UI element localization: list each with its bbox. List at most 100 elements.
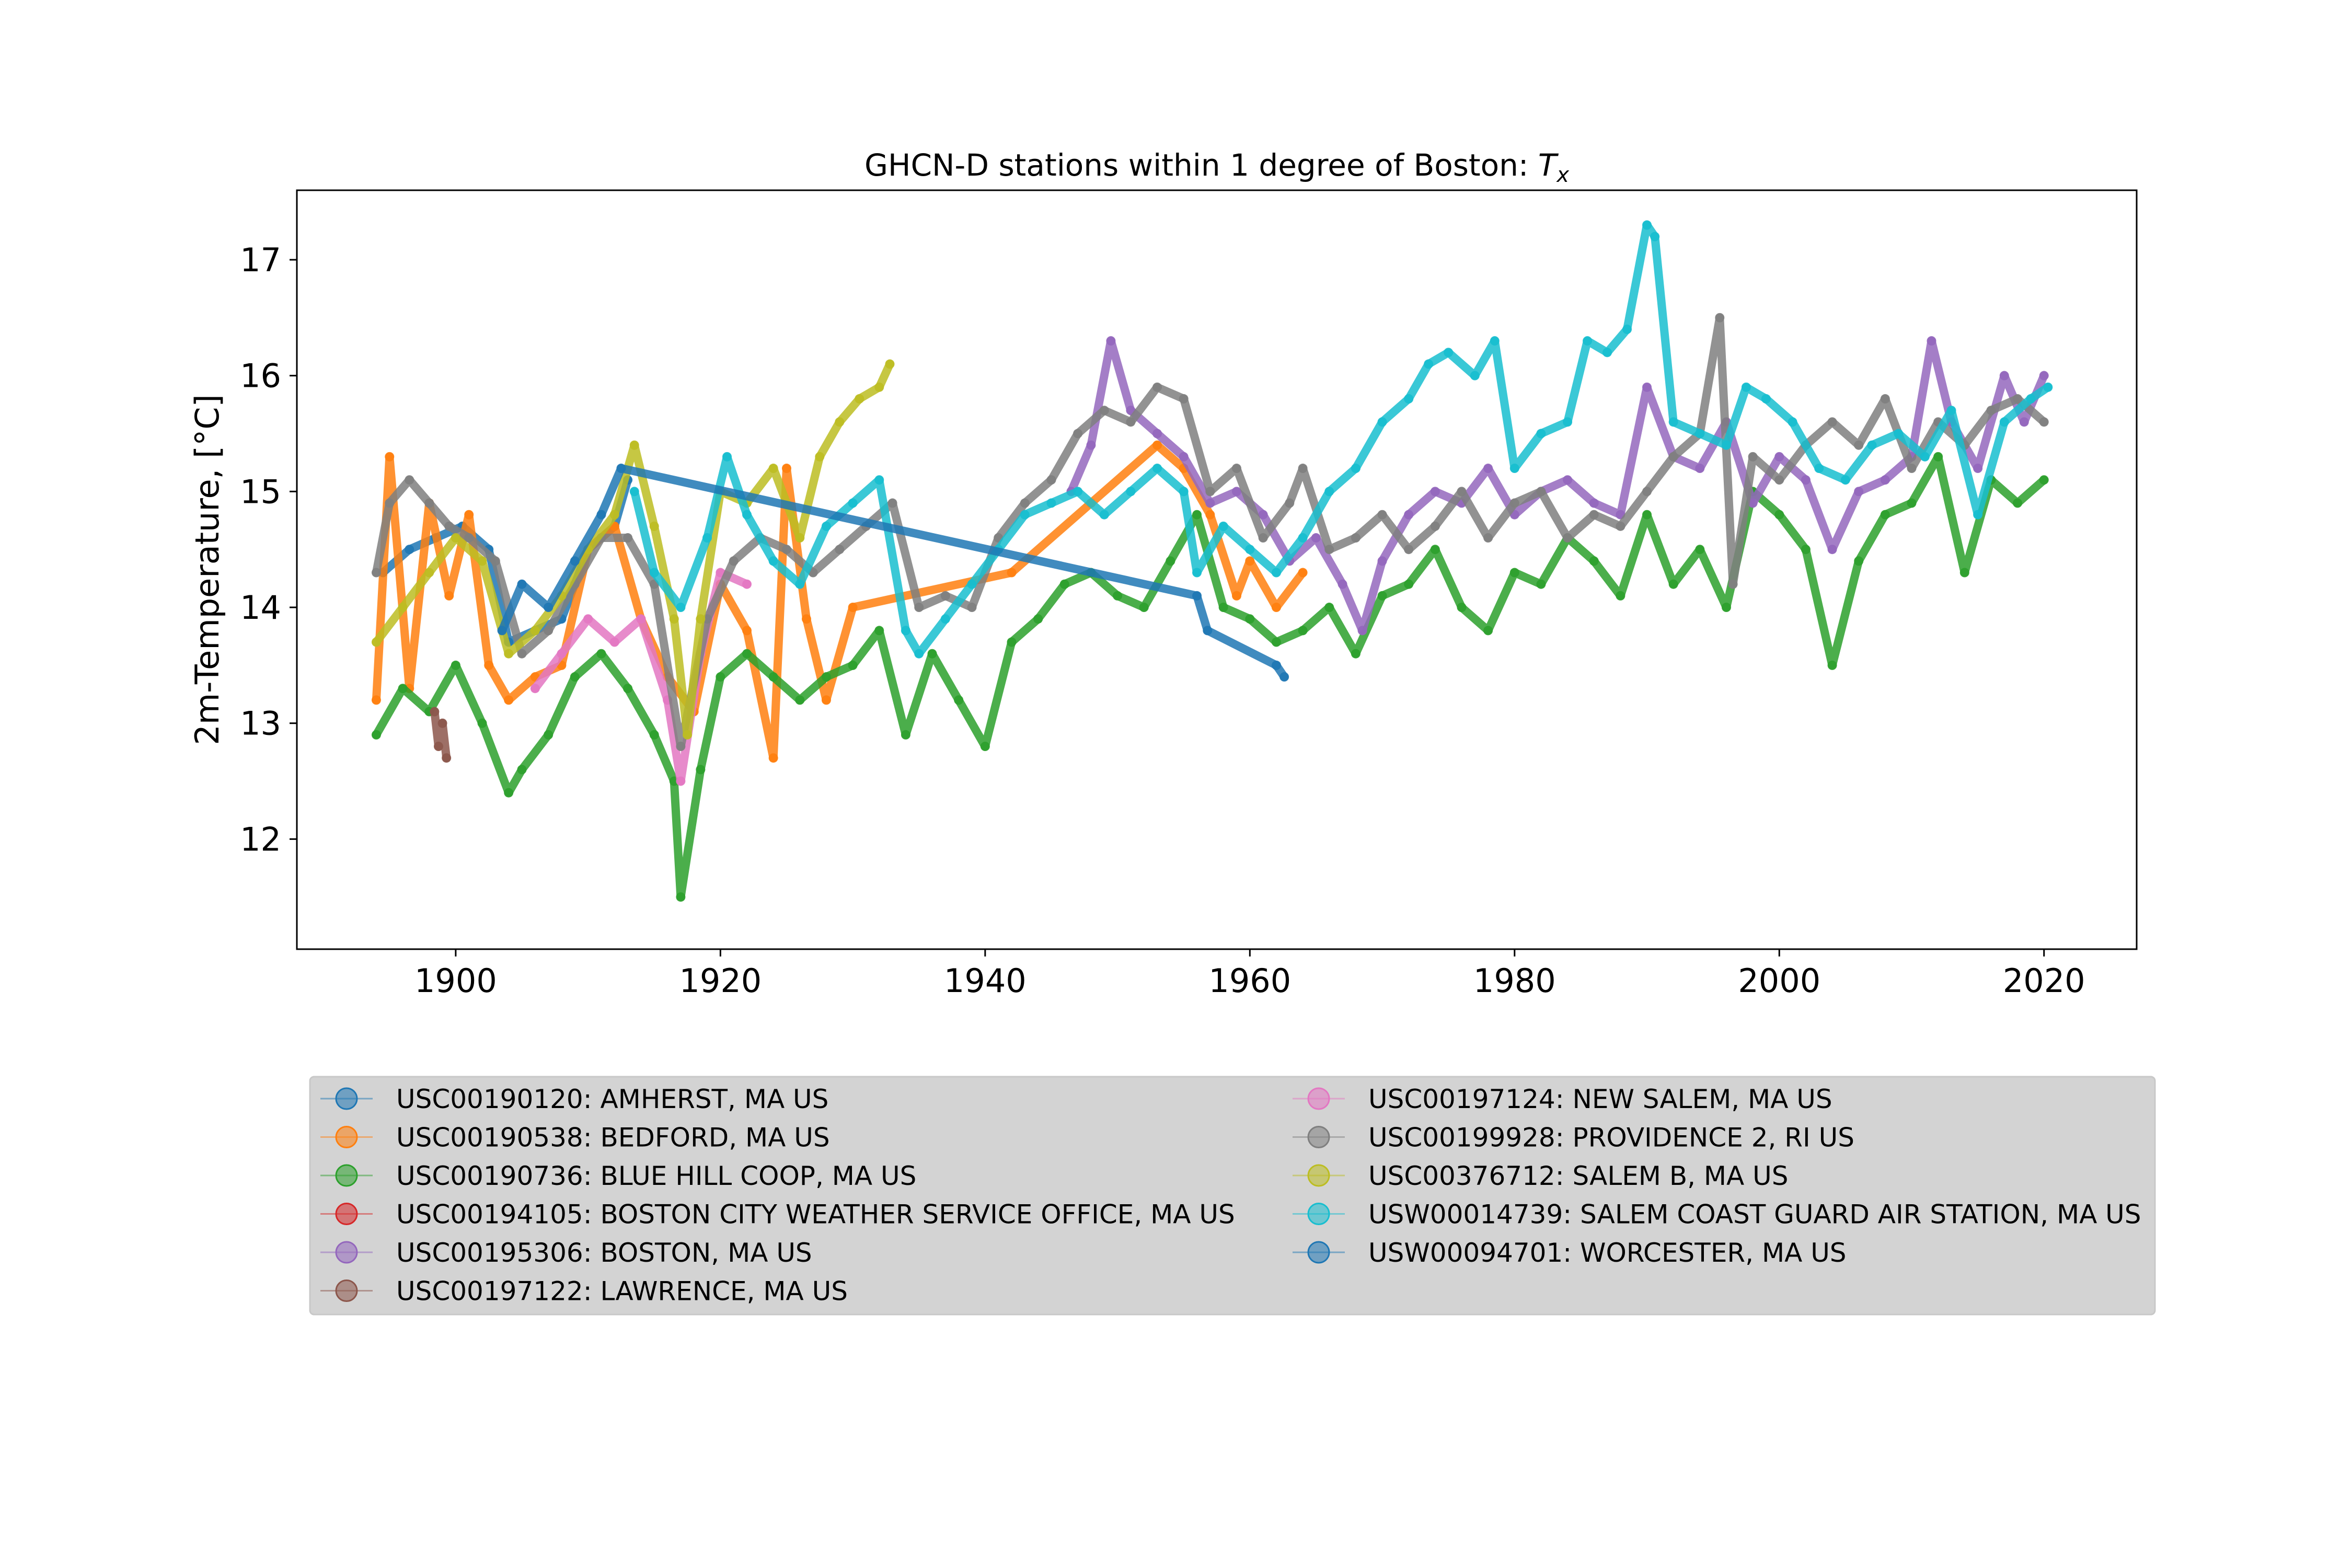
data-point bbox=[583, 614, 593, 624]
data-point bbox=[676, 742, 686, 752]
data-point bbox=[716, 672, 725, 682]
data-point bbox=[914, 603, 924, 613]
data-point bbox=[848, 498, 858, 508]
data-point bbox=[464, 510, 474, 520]
data-point bbox=[596, 510, 606, 520]
y-tick-label: 16 bbox=[240, 357, 281, 395]
data-point bbox=[1086, 440, 1096, 450]
data-point bbox=[768, 672, 778, 682]
data-point bbox=[623, 684, 633, 694]
series-line bbox=[372, 360, 894, 739]
data-point bbox=[874, 382, 884, 392]
data-point bbox=[1020, 510, 1030, 520]
data-point bbox=[1973, 510, 1983, 520]
x-tick-label: 1920 bbox=[679, 962, 762, 1000]
data-point bbox=[1271, 603, 1281, 613]
data-point bbox=[1357, 626, 1367, 636]
data-point bbox=[424, 568, 434, 578]
data-point bbox=[1046, 475, 1056, 485]
legend-label: USW00094701: WORCESTER, MA US bbox=[1368, 1238, 1847, 1268]
chart-title: GHCN-D stations within 1 degree of Bosto… bbox=[864, 147, 1569, 187]
data-point bbox=[781, 464, 791, 474]
data-point bbox=[1324, 545, 1334, 555]
data-point bbox=[1509, 464, 1519, 474]
data-point bbox=[1205, 510, 1215, 520]
data-point bbox=[1927, 336, 1936, 346]
x-tick-label: 1980 bbox=[1473, 962, 1556, 1000]
data-point bbox=[385, 452, 395, 462]
data-point bbox=[1589, 498, 1599, 508]
data-point bbox=[1258, 510, 1268, 520]
legend-marker bbox=[1307, 1164, 1330, 1187]
data-point bbox=[1351, 533, 1361, 543]
legend-label: USC00197122: LAWRENCE, MA US bbox=[396, 1276, 848, 1307]
data-point bbox=[1867, 440, 1877, 450]
data-point bbox=[1583, 336, 1593, 346]
data-point bbox=[1231, 591, 1241, 601]
data-point bbox=[1324, 487, 1334, 497]
data-point bbox=[1616, 591, 1625, 601]
data-point bbox=[2039, 371, 2049, 381]
legend-entry: USC00197124: NEW SALEM, MA US bbox=[1293, 1084, 1832, 1114]
data-point bbox=[1113, 591, 1123, 601]
data-point bbox=[940, 591, 950, 601]
data-point bbox=[1616, 521, 1625, 531]
data-point bbox=[1298, 464, 1308, 474]
data-point bbox=[901, 626, 910, 636]
data-point bbox=[1668, 417, 1678, 427]
data-point bbox=[1152, 429, 1162, 439]
data-point bbox=[1073, 487, 1083, 497]
data-point bbox=[676, 603, 686, 613]
legend-label: USC00190736: BLUE HILL COOP, MA US bbox=[396, 1161, 916, 1191]
legend-marker bbox=[335, 1126, 358, 1148]
data-point bbox=[1033, 614, 1043, 624]
data-point bbox=[801, 614, 811, 624]
data-point bbox=[1430, 487, 1440, 497]
y-axis: 12 13 14 15 16 17 bbox=[240, 241, 297, 858]
data-point bbox=[874, 475, 884, 485]
data-point bbox=[1563, 417, 1573, 427]
data-point bbox=[835, 417, 845, 427]
data-point bbox=[1126, 487, 1136, 497]
data-point bbox=[1814, 464, 1824, 474]
legend: USC00190120: AMHERST, MA US USC00190538: … bbox=[309, 1076, 2156, 1316]
data-point bbox=[570, 672, 580, 682]
legend-label: USC00195306: BOSTON, MA US bbox=[396, 1238, 812, 1268]
data-point bbox=[623, 533, 633, 543]
series-10 bbox=[629, 220, 2053, 659]
legend-marker bbox=[335, 1087, 358, 1110]
x-tick-label: 2020 bbox=[2003, 962, 2085, 1000]
data-point bbox=[1298, 626, 1308, 636]
data-point bbox=[1536, 579, 1546, 589]
data-point bbox=[1457, 487, 1467, 497]
data-point bbox=[1179, 452, 1189, 462]
data-point bbox=[702, 533, 712, 543]
series-6 bbox=[430, 707, 452, 763]
legend-marker bbox=[335, 1203, 358, 1225]
data-point bbox=[848, 603, 858, 613]
data-point bbox=[405, 475, 414, 485]
data-point bbox=[1536, 429, 1546, 439]
data-point bbox=[927, 649, 937, 659]
data-point bbox=[1827, 660, 1837, 670]
data-point bbox=[1338, 579, 1347, 589]
y-tick-label: 12 bbox=[240, 820, 281, 858]
chart-title-math: T bbox=[1538, 147, 1559, 183]
data-point bbox=[517, 649, 527, 659]
y-tick-label: 15 bbox=[240, 472, 281, 511]
data-point bbox=[1430, 545, 1440, 555]
data-point bbox=[967, 603, 977, 613]
data-point bbox=[1258, 533, 1268, 543]
data-point bbox=[1721, 603, 1731, 613]
data-point bbox=[1298, 568, 1308, 578]
data-point bbox=[1695, 464, 1705, 474]
legend-label: USC00190120: AMHERST, MA US bbox=[396, 1084, 828, 1114]
data-point bbox=[1563, 475, 1573, 485]
legend-label: USC00199928: PROVIDENCE 2, RI US bbox=[1368, 1123, 1854, 1153]
legend-entries: USC00190120: AMHERST, MA US USC00190538: … bbox=[320, 1084, 2141, 1307]
data-point bbox=[722, 452, 732, 462]
legend-entry: USC00190736: BLUE HILL COOP, MA US bbox=[320, 1161, 916, 1191]
data-point bbox=[424, 498, 434, 508]
data-point bbox=[1007, 637, 1017, 647]
data-point bbox=[629, 487, 639, 497]
